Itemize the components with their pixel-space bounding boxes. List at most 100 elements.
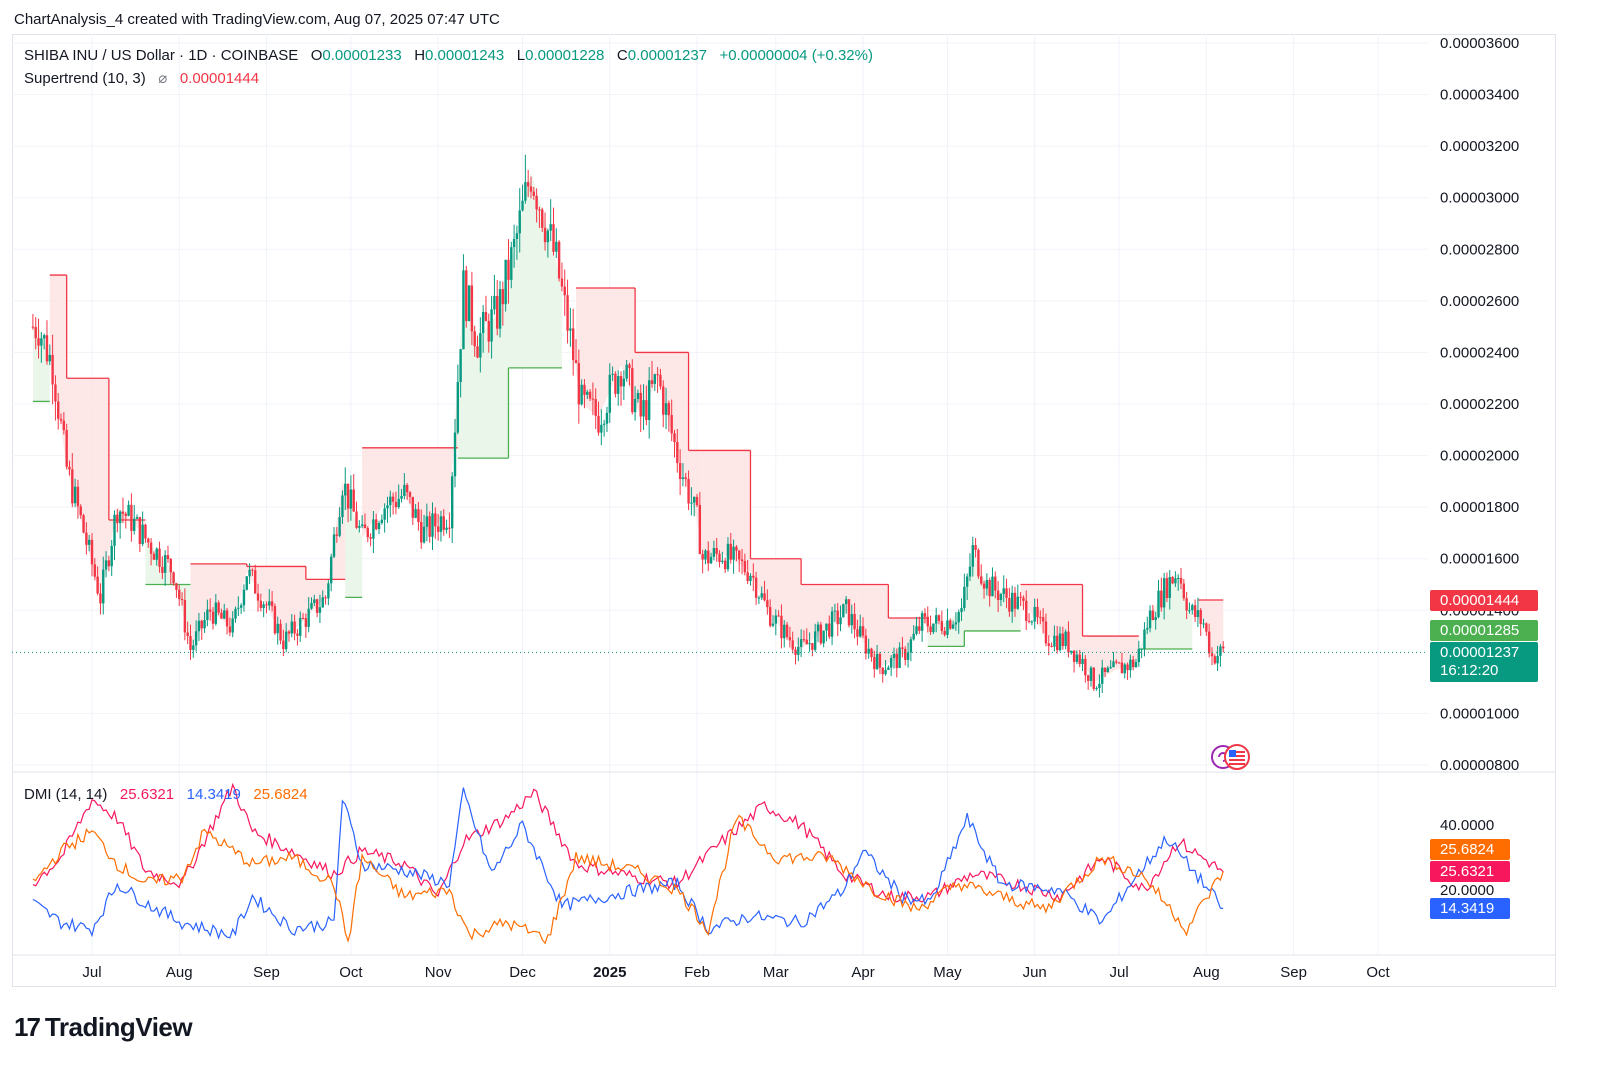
candle-body xyxy=(605,412,609,424)
candle-body xyxy=(183,600,187,633)
candle-body xyxy=(1064,631,1067,647)
candle-body xyxy=(1213,656,1216,664)
candle-body xyxy=(324,597,327,599)
candle-body xyxy=(282,640,285,650)
candle-body xyxy=(526,182,530,187)
candle-body xyxy=(391,496,395,502)
candle-body xyxy=(957,612,960,623)
candle-body xyxy=(915,626,918,634)
time-axis-label: Sep xyxy=(253,964,280,981)
candle-body xyxy=(1162,578,1166,608)
candle-body xyxy=(87,539,91,545)
candle-body xyxy=(901,647,904,649)
candle-body xyxy=(974,545,977,551)
candle-body xyxy=(1067,631,1070,653)
candle-body xyxy=(1005,588,1008,598)
candle-body xyxy=(453,432,457,477)
candle-body xyxy=(524,182,527,201)
candle-body xyxy=(1219,646,1222,656)
price-axis-tick: 0.00003600 xyxy=(1440,35,1519,52)
candle-body xyxy=(1137,648,1141,663)
candle-body xyxy=(904,648,907,660)
candle-body xyxy=(965,576,969,587)
candle-body xyxy=(161,566,164,573)
candle-body xyxy=(1199,610,1202,624)
candle-body xyxy=(932,623,935,633)
candle-body xyxy=(375,519,378,530)
candle-body xyxy=(1134,662,1138,668)
candle-body xyxy=(194,631,198,646)
candle-body xyxy=(96,576,99,594)
candle-body xyxy=(929,626,932,633)
candle-body xyxy=(996,590,1000,601)
candle-body xyxy=(256,593,260,601)
candle-body xyxy=(1115,661,1118,663)
candle-body xyxy=(420,521,423,543)
candle-body xyxy=(431,513,434,537)
candle-body xyxy=(1216,655,1219,664)
candle-body xyxy=(664,403,668,415)
candle-body xyxy=(425,516,429,527)
us-flag-icon[interactable] xyxy=(1210,744,1252,775)
candle-body xyxy=(1117,662,1121,664)
candle-body xyxy=(870,648,873,658)
candle-body xyxy=(1056,635,1059,651)
candle-body xyxy=(839,617,842,625)
candle-body xyxy=(600,424,603,433)
candle-body xyxy=(192,645,195,650)
candle-body xyxy=(560,278,564,287)
candle-body xyxy=(428,516,431,537)
candle-body xyxy=(923,613,927,617)
candle-body xyxy=(1177,578,1180,580)
time-axis-label: Jul xyxy=(1110,964,1129,981)
candle-body xyxy=(667,403,671,416)
candle-body xyxy=(211,611,215,624)
candle-body xyxy=(1061,633,1065,647)
candle-body xyxy=(1154,617,1157,621)
candle-body xyxy=(372,519,375,539)
candle-body xyxy=(493,296,496,310)
candle-body xyxy=(988,580,991,597)
candle-body xyxy=(946,620,949,635)
candle-body xyxy=(166,555,170,559)
candle-body xyxy=(220,612,223,619)
candle-body xyxy=(245,576,248,590)
candle-body xyxy=(34,327,37,339)
candle-body xyxy=(738,550,741,560)
supertrend-legend[interactable]: Supertrend (10, 3) ⌀ 0.00001444 xyxy=(24,69,259,87)
candle-body xyxy=(538,209,541,211)
candle-body xyxy=(980,576,983,584)
candle-body xyxy=(327,583,330,599)
tradingview-logo[interactable]: 17 TradingView xyxy=(14,1012,193,1043)
time-axis-label: Aug xyxy=(1193,964,1220,981)
change-value: +0.00000004 (+0.32%) xyxy=(719,47,873,64)
dmi-axis-tick: 40.0000 xyxy=(1440,817,1494,834)
candle-body xyxy=(577,363,581,405)
candle-body xyxy=(797,646,800,655)
candle-body xyxy=(566,295,569,331)
candle-body xyxy=(659,374,662,387)
candle-body xyxy=(1112,661,1115,668)
candle-body xyxy=(546,230,550,243)
hidden-eye-icon[interactable]: ⌀ xyxy=(158,70,168,87)
candle-body xyxy=(473,331,476,347)
candle-body xyxy=(552,224,555,252)
candle-body xyxy=(656,374,659,376)
candle-body xyxy=(732,546,735,560)
candle-body xyxy=(214,602,218,624)
candle-body xyxy=(299,617,302,636)
candle-body xyxy=(338,517,341,536)
candle-body xyxy=(816,624,820,632)
candle-body xyxy=(535,195,538,210)
candle-body xyxy=(608,374,611,413)
dmi-legend[interactable]: DMI (14, 14) 25.6321 14.3419 25.6824 xyxy=(24,786,308,803)
candle-body xyxy=(405,484,409,493)
low-label: L xyxy=(516,47,526,64)
candle-body xyxy=(811,643,814,650)
candle-body xyxy=(1202,623,1205,625)
time-axis-label: 2025 xyxy=(593,964,626,981)
open-value: 0.00001233 xyxy=(322,47,402,64)
candle-body xyxy=(805,639,808,645)
candle-body xyxy=(723,560,727,570)
